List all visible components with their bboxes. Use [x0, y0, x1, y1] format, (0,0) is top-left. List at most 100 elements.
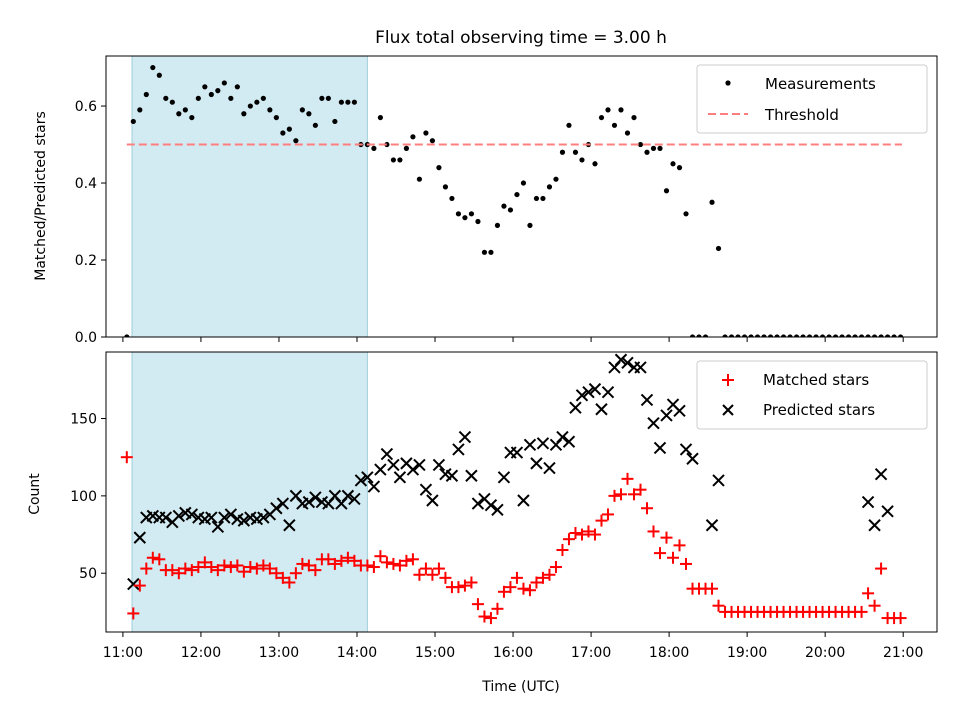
matched-star-point — [380, 556, 393, 569]
bottom-marks — [120, 353, 907, 625]
matched-star-point — [205, 561, 218, 574]
predicted-star-point — [491, 503, 504, 516]
matched-star-point — [140, 562, 153, 575]
measurement-point — [774, 334, 780, 337]
matched-star-point — [491, 602, 504, 615]
matched-star-point — [211, 564, 224, 577]
predicted-star-point — [458, 430, 472, 444]
measurement-point — [241, 111, 247, 117]
x-tick-label: 14:00 — [337, 645, 377, 661]
measurement-point — [475, 218, 481, 225]
measurement-point — [468, 211, 475, 217]
predicted-star-point — [647, 416, 660, 430]
matched-star-point — [224, 561, 237, 574]
matched-star-point — [868, 599, 881, 612]
measurement-point — [221, 80, 227, 86]
predicted-star-point — [575, 389, 589, 402]
matched-star-point — [601, 508, 614, 521]
x-tick-label: 21:00 — [883, 645, 923, 661]
measurement-point — [754, 334, 761, 337]
predicted-star-point — [523, 438, 537, 452]
matched-star-point — [296, 557, 309, 570]
measurement-point — [488, 249, 494, 255]
legend-threshold-label: Threshold — [764, 106, 839, 124]
y-tick-label: 0.2 — [75, 253, 97, 269]
x-tick-label: 11:00 — [103, 645, 143, 661]
predicted-star-point — [237, 514, 251, 527]
matched-star-point — [654, 547, 666, 560]
measurement-point — [345, 99, 351, 105]
predicted-star-point — [861, 495, 875, 509]
measurement-point — [423, 130, 429, 136]
predicted-star-point — [445, 469, 459, 482]
top-marks — [124, 64, 904, 337]
predicted-star-point — [679, 443, 693, 456]
x-tick-label: 20:00 — [805, 645, 845, 661]
measurement-point — [709, 199, 715, 205]
predicted-star-point — [393, 471, 407, 484]
measurement-point — [260, 95, 266, 101]
measurement-point — [371, 145, 377, 151]
matched-star-point — [146, 551, 159, 564]
predicted-star-point — [276, 497, 290, 510]
measurement-point — [819, 334, 826, 337]
matched-star-point — [153, 553, 166, 566]
measurement-point — [676, 165, 683, 171]
measurement-point — [397, 157, 403, 163]
matched-star-point — [667, 551, 680, 564]
measurement-point — [780, 334, 787, 337]
matched-star-point — [198, 556, 211, 569]
matched-star-point — [276, 571, 289, 584]
legend-measurements-label: Measurements — [765, 75, 876, 93]
measurement-point — [332, 118, 338, 125]
measurement-point — [494, 222, 501, 228]
measurement-point — [611, 122, 618, 128]
measurement-point — [150, 64, 156, 71]
measurement-point — [507, 207, 514, 213]
bottom-x-ticks: 11:00 12:00 13:00 14:00 15:00 16:00 17:00 18:00… — [103, 632, 923, 661]
predicted-star-point — [517, 494, 530, 507]
matched-star-point — [647, 525, 660, 538]
predicted-star-point — [614, 353, 628, 366]
matched-star-point — [523, 584, 536, 597]
matched-star-point — [588, 528, 601, 541]
y-tick-label: 100 — [70, 489, 97, 505]
bottom-y-axis-label: Count — [27, 473, 43, 515]
predicted-star-point — [432, 458, 446, 472]
bottom-axes-frame — [105, 351, 938, 633]
measurement-point — [839, 334, 845, 337]
matched-star-point — [218, 559, 231, 572]
predicted-star-point — [302, 495, 316, 509]
measurement-point — [741, 334, 748, 337]
measurement-point — [293, 138, 299, 144]
matched-star-point — [549, 561, 562, 574]
predicted-star-point — [868, 519, 881, 532]
measurement-point — [813, 334, 819, 337]
measurement-point — [865, 334, 871, 337]
predicted-star-point — [471, 497, 485, 510]
predicted-star-point — [660, 409, 673, 422]
measurement-point — [689, 334, 696, 337]
y-tick-label: 0.6 — [75, 99, 97, 115]
predicted-star-point — [601, 386, 615, 399]
predicted-star-point — [543, 461, 556, 475]
measurement-point — [637, 141, 644, 148]
measurement-point — [286, 126, 292, 132]
measurement-point — [553, 176, 559, 182]
matched-star-point — [634, 483, 647, 496]
measurement-point — [800, 334, 806, 337]
measurement-point — [390, 157, 397, 163]
measurement-point — [735, 334, 741, 337]
predicted-star-point — [419, 483, 433, 496]
measurement-point — [312, 122, 318, 128]
measurement-point — [683, 211, 689, 217]
matched-star-point — [595, 514, 608, 527]
matched-star-point — [400, 554, 413, 567]
measurement-point — [696, 334, 702, 337]
measurement-point — [384, 141, 390, 148]
matched-star-point — [341, 551, 354, 564]
top-axes-frame — [105, 55, 938, 338]
bottom-legend: Matched stars Predicted stars — [696, 360, 928, 430]
measurement-point — [208, 91, 214, 98]
measurement-point — [787, 334, 793, 337]
